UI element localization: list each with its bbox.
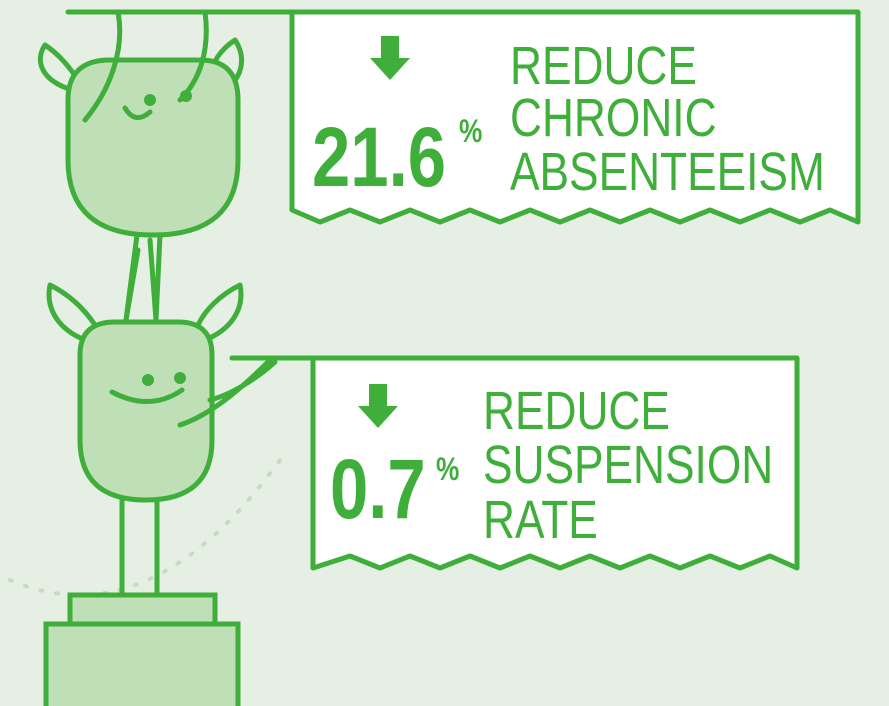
stat-value: 0.7 xyxy=(330,443,426,537)
stat-label: ABSENTEEISM xyxy=(510,142,825,202)
stat-value: 21.6 xyxy=(312,111,446,205)
stat-label: REDUCE xyxy=(483,381,670,441)
banner: 0.7 % REDUCE SUSPENSION RATE xyxy=(232,358,797,568)
stat-unit: % xyxy=(459,115,482,150)
stat-unit: % xyxy=(436,453,459,488)
pedestal xyxy=(46,624,238,706)
infographic: 21.6 % REDUCE CHRONIC ABSENTEEISM 0.7 % … xyxy=(0,0,889,706)
stat-label: RATE xyxy=(483,490,598,550)
stat-label: CHRONIC xyxy=(510,88,717,148)
stat-label: SUSPENSION xyxy=(483,435,773,495)
pedestal-top xyxy=(70,595,215,624)
